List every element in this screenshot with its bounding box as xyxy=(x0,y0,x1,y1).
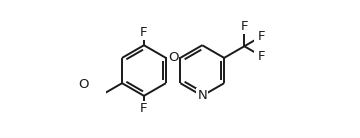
Text: O: O xyxy=(78,78,89,91)
Text: F: F xyxy=(258,50,265,63)
Text: F: F xyxy=(258,30,265,43)
Text: O: O xyxy=(168,51,178,64)
Text: F: F xyxy=(140,26,148,39)
Text: F: F xyxy=(140,103,148,116)
Text: N: N xyxy=(197,89,207,102)
Text: F: F xyxy=(240,20,248,33)
